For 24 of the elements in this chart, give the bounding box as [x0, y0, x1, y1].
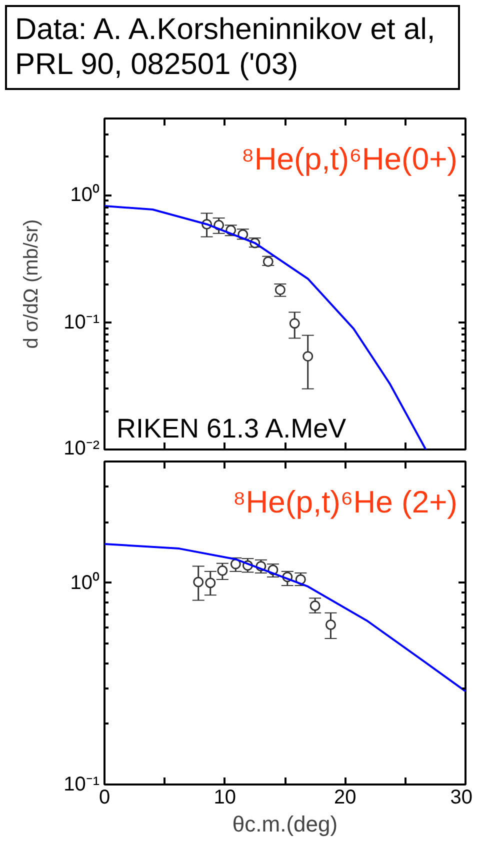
chart-title: Data: A. A.Korsheninnikov et al, PRL 90, 082501 ('03): [5, 5, 460, 90]
point: [205, 578, 216, 588]
annotation: ⁸He(p,t)⁶He(0+): [241, 142, 458, 176]
x-tick-label: 30: [450, 786, 473, 808]
annotation: ⁸He(p,t)⁶He (2+): [232, 484, 458, 520]
y-tick-label: 10⁰: [70, 183, 100, 206]
x-tick-label: 0: [98, 786, 110, 808]
x-tick-label: 20: [334, 786, 356, 808]
annotation: RIKEN 61.3 A.MeV: [116, 414, 346, 444]
point: [193, 576, 204, 588]
x-axis-title: θc.m.(deg): [232, 812, 338, 836]
point: [310, 600, 320, 612]
y-tick-label: 10⁻¹: [64, 774, 100, 796]
point: [325, 620, 336, 630]
x-tick-label: 10: [214, 786, 236, 808]
point: [302, 351, 314, 362]
line-series: [104, 542, 466, 692]
y-tick-label: 10⁻²: [64, 438, 100, 460]
point: [289, 318, 300, 329]
line-series: [104, 205, 427, 450]
y-axis-title: d σ/dΩ (mb/sr): [20, 219, 43, 349]
y-tick-label: 10⁰: [70, 570, 100, 594]
point: [217, 565, 228, 576]
y-tick-label: 10⁻¹: [64, 311, 100, 334]
